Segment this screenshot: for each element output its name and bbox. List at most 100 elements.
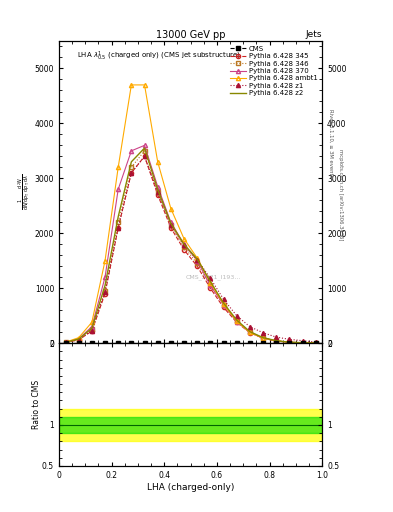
CMS bbox=[287, 340, 292, 346]
CMS bbox=[261, 340, 265, 346]
Pythia 6.428 z1 bbox=[248, 324, 252, 330]
Pythia 6.428 ambt1 bbox=[63, 339, 68, 345]
Pythia 6.428 346 bbox=[274, 338, 279, 344]
Pythia 6.428 370 bbox=[169, 219, 173, 225]
Pythia 6.428 z2 bbox=[248, 329, 252, 335]
Title: 13000 GeV pp: 13000 GeV pp bbox=[156, 30, 225, 40]
Bar bbox=[59, 409, 322, 441]
Line: Pythia 6.428 370: Pythia 6.428 370 bbox=[63, 143, 318, 345]
Text: Rivet 3.1.10, ≥ 3M events: Rivet 3.1.10, ≥ 3M events bbox=[328, 109, 333, 178]
CMS bbox=[155, 340, 160, 346]
CMS bbox=[76, 340, 81, 346]
Pythia 6.428 346 bbox=[313, 340, 318, 346]
Pythia 6.428 370 bbox=[208, 283, 213, 289]
Pythia 6.428 z1 bbox=[103, 288, 107, 294]
Pythia 6.428 z1 bbox=[182, 242, 186, 248]
CMS bbox=[248, 340, 252, 346]
Pythia 6.428 345 bbox=[221, 304, 226, 310]
Pythia 6.428 z2 bbox=[155, 186, 160, 193]
Pythia 6.428 z2 bbox=[221, 300, 226, 306]
Pythia 6.428 346 bbox=[90, 326, 94, 332]
Pythia 6.428 370 bbox=[90, 324, 94, 330]
Pythia 6.428 345 bbox=[234, 319, 239, 325]
Pythia 6.428 ambt1 bbox=[116, 164, 121, 170]
Pythia 6.428 370 bbox=[63, 339, 68, 346]
Line: Pythia 6.428 z2: Pythia 6.428 z2 bbox=[66, 148, 316, 343]
Pythia 6.428 z2 bbox=[300, 339, 305, 346]
Text: CMS_2021_I193...: CMS_2021_I193... bbox=[185, 274, 241, 280]
Pythia 6.428 ambt1 bbox=[142, 82, 147, 88]
Pythia 6.428 ambt1 bbox=[155, 159, 160, 165]
Pythia 6.428 ambt1 bbox=[182, 236, 186, 242]
Pythia 6.428 345 bbox=[313, 340, 318, 346]
Pythia 6.428 345 bbox=[248, 330, 252, 336]
Pythia 6.428 ambt1 bbox=[221, 301, 226, 307]
Pythia 6.428 ambt1 bbox=[195, 255, 200, 261]
Pythia 6.428 ambt1 bbox=[90, 319, 94, 325]
Pythia 6.428 z1 bbox=[76, 336, 81, 343]
Pythia 6.428 z1 bbox=[313, 339, 318, 345]
Pythia 6.428 370 bbox=[103, 274, 107, 280]
Pythia 6.428 346 bbox=[103, 288, 107, 294]
Pythia 6.428 345 bbox=[155, 191, 160, 198]
Pythia 6.428 345 bbox=[182, 247, 186, 253]
Pythia 6.428 345 bbox=[116, 225, 121, 231]
X-axis label: LHA (charged-only): LHA (charged-only) bbox=[147, 482, 234, 492]
CMS bbox=[142, 340, 147, 346]
Bar bbox=[59, 417, 322, 433]
Pythia 6.428 z2 bbox=[195, 256, 200, 262]
Pythia 6.428 z2 bbox=[116, 214, 121, 220]
Pythia 6.428 346 bbox=[182, 244, 186, 250]
Pythia 6.428 345 bbox=[103, 291, 107, 297]
Pythia 6.428 346 bbox=[248, 329, 252, 335]
Pythia 6.428 z1 bbox=[116, 225, 121, 231]
Line: CMS: CMS bbox=[63, 340, 318, 346]
Pythia 6.428 346 bbox=[129, 164, 134, 170]
Pythia 6.428 346 bbox=[287, 339, 292, 346]
Pythia 6.428 346 bbox=[76, 336, 81, 343]
CMS bbox=[103, 340, 107, 346]
Pythia 6.428 370 bbox=[76, 336, 81, 342]
Pythia 6.428 346 bbox=[195, 261, 200, 267]
Pythia 6.428 346 bbox=[300, 339, 305, 346]
Pythia 6.428 346 bbox=[208, 283, 213, 289]
Pythia 6.428 ambt1 bbox=[274, 338, 279, 344]
Pythia 6.428 370 bbox=[300, 339, 305, 346]
Pythia 6.428 345 bbox=[261, 335, 265, 342]
Legend: CMS, Pythia 6.428 345, Pythia 6.428 346, Pythia 6.428 370, Pythia 6.428 ambt1, P: CMS, Pythia 6.428 345, Pythia 6.428 346,… bbox=[229, 45, 319, 98]
Pythia 6.428 345 bbox=[300, 339, 305, 346]
Pythia 6.428 z2 bbox=[208, 279, 213, 285]
Pythia 6.428 346 bbox=[155, 189, 160, 195]
Line: Pythia 6.428 345: Pythia 6.428 345 bbox=[63, 154, 318, 345]
Pythia 6.428 370 bbox=[248, 329, 252, 335]
CMS bbox=[195, 340, 200, 346]
Pythia 6.428 345 bbox=[169, 225, 173, 231]
Pythia 6.428 z1 bbox=[208, 275, 213, 282]
Pythia 6.428 370 bbox=[234, 318, 239, 325]
Pythia 6.428 z1 bbox=[274, 334, 279, 340]
Pythia 6.428 z2 bbox=[182, 241, 186, 247]
CMS bbox=[313, 340, 318, 346]
Pythia 6.428 z1 bbox=[155, 189, 160, 195]
Line: Pythia 6.428 346: Pythia 6.428 346 bbox=[63, 149, 318, 345]
Pythia 6.428 z1 bbox=[221, 296, 226, 302]
Pythia 6.428 345 bbox=[90, 328, 94, 334]
Pythia 6.428 z2 bbox=[129, 159, 134, 165]
Pythia 6.428 370 bbox=[129, 148, 134, 154]
CMS bbox=[116, 340, 121, 346]
Pythia 6.428 ambt1 bbox=[300, 339, 305, 346]
Pythia 6.428 345 bbox=[76, 337, 81, 343]
Pythia 6.428 z1 bbox=[90, 328, 94, 334]
Pythia 6.428 345 bbox=[287, 339, 292, 346]
CMS bbox=[274, 340, 279, 346]
CMS bbox=[63, 340, 68, 346]
Pythia 6.428 z2 bbox=[142, 145, 147, 151]
Pythia 6.428 ambt1 bbox=[313, 340, 318, 346]
CMS bbox=[300, 340, 305, 346]
Pythia 6.428 346 bbox=[169, 222, 173, 228]
Line: Pythia 6.428 z1: Pythia 6.428 z1 bbox=[63, 154, 318, 345]
CMS bbox=[129, 340, 134, 346]
Pythia 6.428 370 bbox=[313, 340, 318, 346]
Pythia 6.428 z1 bbox=[261, 330, 265, 336]
Pythia 6.428 345 bbox=[195, 263, 200, 269]
